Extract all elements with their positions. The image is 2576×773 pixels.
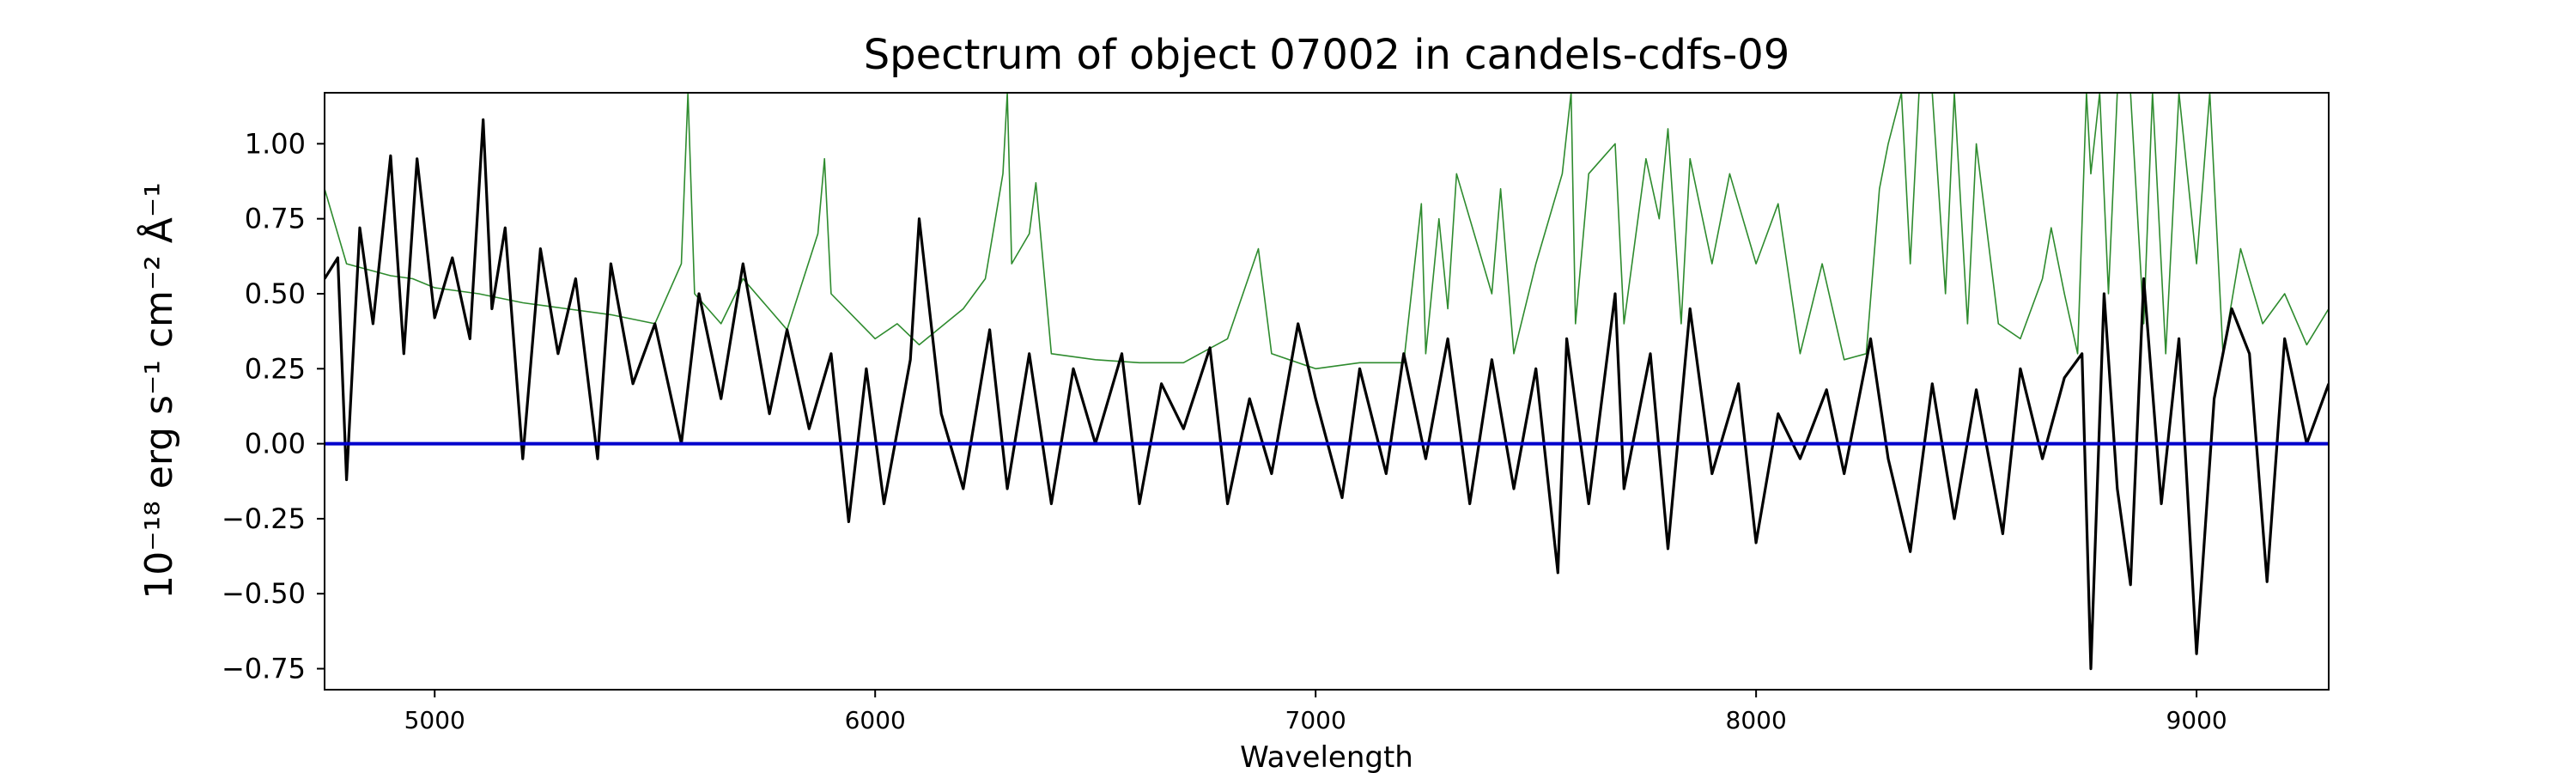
chart-title: Spectrum of object 07002 in candels-cdfs… [864,31,1790,79]
y-tick-label: 0.25 [245,352,306,385]
y-tick-label: −0.50 [222,577,306,610]
y-axis-label: 10⁻¹⁸ erg s⁻¹ cm⁻² Å⁻¹ [136,182,181,599]
x-tick-label: 5000 [404,706,465,734]
y-tick-label: −0.75 [222,653,306,685]
y-tick-label: 0.50 [245,277,306,310]
y-tick-label: 1.00 [245,127,306,160]
series-layer [325,93,2329,671]
x-tick-label: 6000 [845,706,906,734]
y-tick-label: −0.25 [222,502,306,535]
x-tick-label: 8000 [1726,706,1787,734]
series-error-line [325,93,2329,370]
y-axis: 1.00 0.75 0.50 0.25 0.00 −0.25 −0.50 −0.75 [222,127,325,685]
y-tick-label: 0.00 [245,428,306,460]
y-tick-label: 0.75 [245,203,306,235]
x-tick-label: 9000 [2166,706,2227,734]
x-tick-label: 7000 [1285,706,1346,734]
x-axis-label: Wavelength [1240,740,1413,773]
x-axis: 5000 6000 7000 8000 9000 [404,690,2227,734]
plot-frame [324,92,2330,691]
